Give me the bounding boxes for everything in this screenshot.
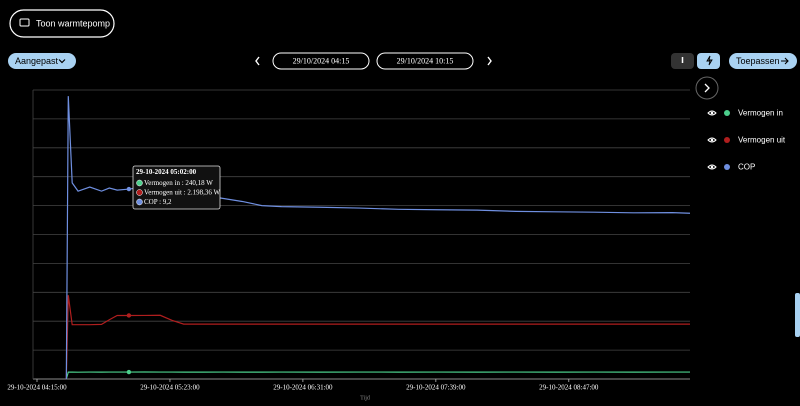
x-tick-label: 29-10-2024 08:47:00 xyxy=(539,384,599,392)
tooltip-line: COP : 9,2 xyxy=(144,198,172,206)
button-label: Toon warmtepomp xyxy=(36,18,110,28)
hover-marker xyxy=(126,369,132,375)
legend-label: Vermogen in xyxy=(738,109,783,118)
range-select[interactable]: Aangepast xyxy=(8,53,76,69)
x-tick-label: 29-10-2024 06:31:00 xyxy=(273,384,333,392)
button-frame xyxy=(729,53,797,69)
collapse-button[interactable] xyxy=(695,76,719,100)
eye-pupil xyxy=(710,165,714,169)
series-line xyxy=(65,295,690,380)
prev-arrow[interactable] xyxy=(255,56,260,66)
eye-icon xyxy=(707,137,717,143)
legend-label: COP xyxy=(738,163,755,172)
button-frame xyxy=(8,53,76,69)
eye-pupil xyxy=(710,138,714,142)
button-label: Aangepast xyxy=(15,56,59,66)
x-tick-label: 29-10-2024 04:15:00 xyxy=(7,384,67,392)
arrow xyxy=(781,57,789,65)
eye-pupil xyxy=(710,111,714,115)
legend-item[interactable]: COP xyxy=(707,163,755,172)
legend-item[interactable]: Vermogen uit xyxy=(707,136,786,145)
legend-label: Vermogen uit xyxy=(738,136,786,145)
button-frame xyxy=(376,52,474,70)
hover-marker xyxy=(126,186,132,192)
series-line xyxy=(65,96,691,380)
legend-swatch xyxy=(724,164,730,170)
tooltip-swatch xyxy=(136,198,143,206)
date-label: 29/10/2024 10:15 xyxy=(397,56,454,65)
icon xyxy=(706,55,713,66)
plot: 29-10-2024 04:15:00 29-10-2024 05:23:00 29… xyxy=(7,89,786,401)
x-tick-label: 29-10-2024 07:39:00 xyxy=(406,384,466,392)
date-to[interactable]: 29/10/2024 10:15 xyxy=(376,52,474,70)
date-label: 29/10/2024 04:15 xyxy=(293,56,350,65)
toggle-button[interactable]: Toon warmtepomp xyxy=(9,9,115,38)
tooltip: 29-10-2024 05:02:00 Vermogen in : 240,18 … xyxy=(132,165,221,210)
tooltip-swatch xyxy=(136,179,143,187)
apply-button[interactable]: Toepassen xyxy=(729,53,797,69)
icon xyxy=(19,18,30,27)
chevron xyxy=(58,59,66,64)
button-frame xyxy=(9,9,115,38)
x-tick-label: 29-10-2024 05:23:00 xyxy=(140,384,200,392)
eye-icon xyxy=(707,164,717,170)
chevron xyxy=(704,83,710,93)
legend-swatch xyxy=(724,110,730,116)
eye-icon xyxy=(707,110,717,116)
button-label: Toepassen xyxy=(736,56,780,66)
legend-item[interactable]: Vermogen in xyxy=(707,109,783,118)
tooltip-title: 29-10-2024 05:02:00 xyxy=(136,168,197,176)
series-line xyxy=(65,371,690,380)
legend-swatch xyxy=(724,137,730,143)
tooltip-line: Vermogen uit : 2.198,36 W xyxy=(144,189,220,197)
x-axis-label: Tijd xyxy=(360,395,370,401)
tooltip-line: Vermogen in : 240,18 W xyxy=(144,179,213,187)
tooltip-swatch xyxy=(136,189,143,196)
next-arrow[interactable] xyxy=(487,56,492,66)
side-tab[interactable] xyxy=(795,293,800,337)
hover-marker xyxy=(126,313,132,318)
tooltip-box xyxy=(132,165,221,210)
button-frame xyxy=(272,52,370,70)
date-from[interactable]: 29/10/2024 04:15 xyxy=(272,52,370,70)
